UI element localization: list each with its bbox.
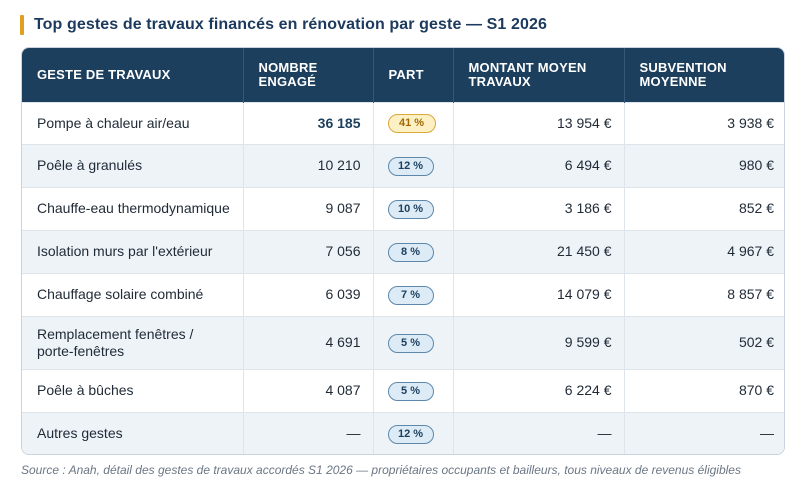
cell-subvention: 852 € (623, 186, 784, 230)
cell-part: 8 % (372, 229, 453, 273)
header-montant: MONTANT MOYEN TRAVAUX (452, 48, 624, 102)
cell-part: 5 % (372, 315, 453, 369)
header-subvention: SUBVENTION MOYENNE (623, 48, 784, 102)
table-row: Chauffage solaire combiné 6 039 7 % 14 0… (22, 272, 784, 316)
cell-montant: 6 494 € (452, 143, 624, 187)
part-badge: 41 % (387, 114, 436, 133)
cell-geste: Chauffe-eau thermodynamique (22, 186, 243, 230)
title-row: Top gestes de travaux financés en rénova… (20, 14, 547, 36)
part-badge: 12 % (387, 156, 434, 176)
table-row: Poêle à granulés 10 210 12 % 6 494 € 980… (22, 143, 784, 187)
part-badge: 5 % (387, 381, 434, 401)
cell-montant: 3 186 € (452, 186, 624, 230)
part-badge: 8 % (387, 242, 434, 262)
cell-geste: Poêle à granulés (22, 143, 243, 187)
cell-nombre: 4 087 (242, 368, 373, 412)
cell-nombre: 9 087 (242, 186, 373, 230)
cell-part: 7 % (372, 272, 453, 316)
cell-montant: 6 224 € (452, 368, 624, 412)
table-header: GESTE DE TRAVAUX NOMBRE ENGAGÉ PART MONTA… (22, 48, 784, 102)
cell-subvention: 8 857 € (623, 272, 784, 316)
table-row: Chauffe-eau thermodynamique 9 087 10 % 3… (22, 186, 784, 230)
page-title: Top gestes de travaux financés en rénova… (34, 16, 547, 33)
cell-subvention: 502 € (623, 315, 784, 369)
cell-subvention: 4 967 € (623, 229, 784, 273)
source-note: Source : Anah, détail des gestes de trav… (21, 463, 741, 477)
title-accent-bar (20, 15, 24, 35)
cell-geste: Poêle à bûches (22, 368, 243, 412)
cell-subvention: — (623, 411, 784, 454)
header-montant-line1: MONTANT MOYEN (468, 60, 587, 75)
part-badge: 10 % (387, 199, 434, 219)
header-part: PART (372, 48, 453, 102)
cell-nombre: 6 039 (242, 272, 373, 316)
cell-nombre: 7 056 (242, 229, 373, 273)
cell-part: 10 % (372, 186, 453, 230)
cell-montant: 21 450 € (452, 229, 624, 273)
part-badge: 5 % (387, 333, 434, 353)
cell-geste-line2: porte-fenêtres (37, 342, 125, 359)
header-geste: GESTE DE TRAVAUX (37, 67, 171, 82)
cell-part: 41 % (372, 101, 453, 144)
header-nombre: NOMBRE ENGAGÉ (242, 48, 373, 102)
data-table-container: GESTE DE TRAVAUX NOMBRE ENGAGÉ PART MONTA… (21, 47, 785, 455)
table-row: Pompe à chaleur air/eau 36 185 41 % 13 9… (22, 101, 784, 144)
cell-part: 12 % (372, 143, 453, 187)
cell-geste-line1: Remplacement fenêtres / (37, 325, 194, 342)
header-nombre-line2: ENGAGÉ (258, 74, 317, 89)
cell-geste: Pompe à chaleur air/eau (22, 101, 243, 144)
table-row: Poêle à bûches 4 087 5 % 6 224 € 870 € (22, 368, 784, 412)
cell-geste: Chauffage solaire combiné (22, 272, 243, 316)
cell-geste: Autres gestes (22, 411, 243, 454)
cell-subvention: 980 € (623, 143, 784, 187)
cell-geste: Isolation murs par l'extérieur (22, 229, 243, 273)
cell-montant: 14 079 € (452, 272, 624, 316)
part-badge: 12 % (387, 424, 434, 444)
cell-montant: 13 954 € (452, 101, 624, 144)
table-row: Autres gestes — 12 % — — (22, 411, 784, 454)
cell-nombre: 10 210 (242, 143, 373, 187)
header-subvention-line2: MOYENNE (639, 74, 707, 89)
cell-montant: — (452, 411, 624, 454)
table-row: Remplacement fenêtres / porte-fenêtres 4 … (22, 315, 784, 369)
header-subvention-line1: SUBVENTION (639, 60, 727, 75)
cell-part: 5 % (372, 368, 453, 412)
header-nombre-line1: NOMBRE (258, 60, 318, 75)
gestes-table: GESTE DE TRAVAUX NOMBRE ENGAGÉ PART MONTA… (22, 48, 784, 454)
table-row: Isolation murs par l'extérieur 7 056 8 %… (22, 229, 784, 273)
table-body: Pompe à chaleur air/eau 36 185 41 % 13 9… (22, 101, 784, 454)
header-row: GESTE DE TRAVAUX NOMBRE ENGAGÉ PART MONTA… (22, 48, 784, 102)
cell-subvention: 3 938 € (623, 101, 784, 144)
cell-nombre: 4 691 (242, 315, 373, 369)
cell-geste: Remplacement fenêtres / porte-fenêtres (22, 315, 243, 369)
cell-part: 12 % (372, 411, 453, 454)
cell-nombre: 36 185 (242, 101, 373, 144)
cell-montant: 9 599 € (452, 315, 624, 369)
header-montant-line2: TRAVAUX (468, 74, 531, 89)
cell-nombre: — (242, 411, 373, 454)
part-badge: 7 % (387, 285, 434, 305)
cell-subvention: 870 € (623, 368, 784, 412)
